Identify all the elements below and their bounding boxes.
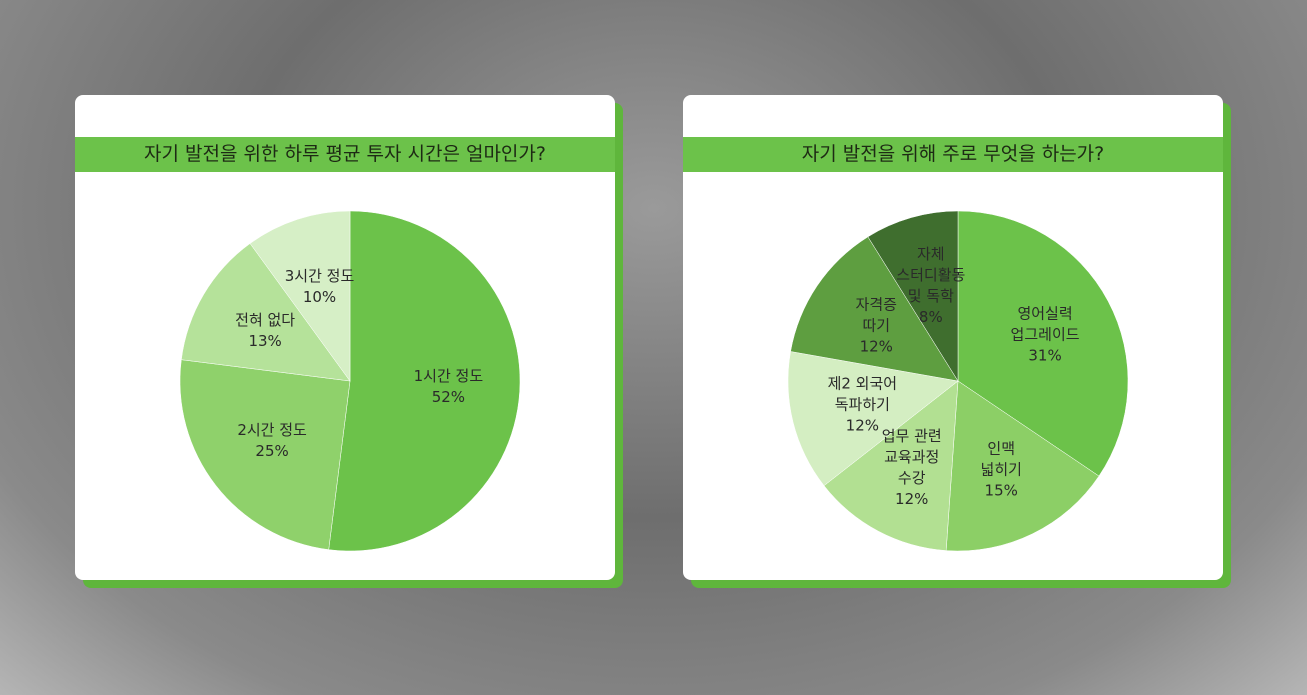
value-label: 25% — [237, 441, 307, 462]
category-label: 영어실력 업그레이드 — [1011, 303, 1080, 345]
value-label: 12% — [882, 489, 942, 510]
value-label: 31% — [1011, 345, 1080, 366]
value-label: 10% — [285, 287, 355, 308]
category-label: 전혀 없다 — [235, 310, 295, 331]
category-label: 자격증 따기 — [856, 294, 897, 336]
value-label: 15% — [981, 480, 1022, 501]
chart — [683, 95, 1223, 580]
category-label: 자체 스터디활동 및 독학 — [896, 244, 965, 307]
category-label: 2시간 정도 — [237, 420, 307, 441]
value-label: 8% — [896, 307, 965, 328]
value-label: 52% — [414, 387, 484, 408]
category-label: 인맥 넓히기 — [981, 438, 1022, 480]
category-label: 1시간 정도 — [414, 366, 484, 387]
category-label: 제2 외국어 독파하기 — [828, 373, 898, 415]
page: 자기 발전을 위한 하루 평균 투자 시간은 얼마인가? 1시간 정도52%2시… — [0, 0, 1307, 695]
value-label: 12% — [828, 415, 898, 436]
value-label: 13% — [235, 331, 295, 352]
chart — [75, 95, 615, 580]
category-label: 3시간 정도 — [285, 266, 355, 287]
value-label: 12% — [856, 336, 897, 357]
